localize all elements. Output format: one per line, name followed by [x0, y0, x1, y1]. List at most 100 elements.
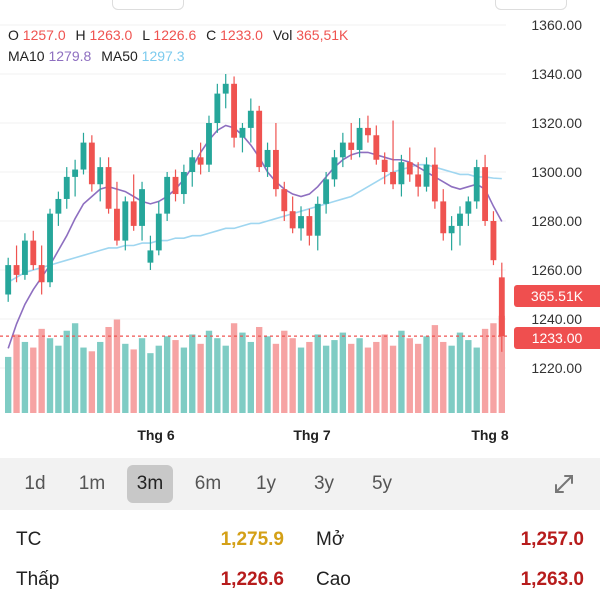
volume-bar — [431, 325, 439, 413]
ohlc-readout: O 1257.0 H 1263.0 L 1226.6 C 1233.0 Vol … — [8, 27, 354, 43]
candle-body — [331, 157, 338, 180]
y-tick-label: 1320.00 — [531, 115, 582, 131]
candle-body — [465, 201, 472, 214]
toolbar-button-right[interactable] — [495, 0, 567, 10]
price-badge: 1233.00 — [514, 327, 600, 349]
volume-bar — [465, 340, 472, 413]
volume-bar — [289, 338, 296, 413]
volume-bar — [322, 345, 330, 413]
candle-body — [339, 142, 346, 158]
candle-body — [5, 265, 12, 295]
candle-body — [172, 176, 179, 195]
candle-body — [490, 221, 497, 261]
toolbar-button[interactable] — [112, 0, 184, 10]
low-price-value: 1,226.6 — [220, 569, 284, 590]
volume-bar — [205, 330, 213, 413]
y-tick-label: 1220.00 — [531, 360, 582, 376]
range-tab-1d[interactable]: 1d — [24, 473, 46, 494]
ma10-value: 1279.8 — [48, 48, 92, 64]
candle-body — [398, 162, 405, 185]
candle-body — [239, 127, 246, 138]
candle-body — [373, 135, 380, 160]
volume-bar — [247, 341, 254, 413]
range-tab-1m[interactable]: 1m — [78, 473, 106, 494]
x-tick-label: Thg 8 — [471, 427, 509, 443]
range-tab-1y[interactable]: 1y — [255, 473, 277, 494]
candle-body — [63, 176, 70, 199]
open-label: O — [8, 27, 19, 43]
volume-bar — [389, 345, 397, 413]
volume-bar — [498, 315, 505, 413]
candle-body — [206, 123, 212, 165]
candle-body — [406, 162, 413, 175]
volume-bar — [281, 330, 288, 413]
volume-bar — [105, 326, 112, 413]
candle-body — [189, 157, 196, 172]
range-selector: 1d 1m 3m 6m 1y 3y 5y — [0, 458, 600, 510]
range-tab-3m[interactable]: 3m — [127, 465, 173, 503]
price-chart[interactable] — [0, 0, 600, 450]
volume-bar — [13, 334, 20, 413]
candle-body — [281, 189, 288, 212]
volume-bar — [38, 328, 45, 413]
candle-body — [356, 127, 363, 150]
candle-body — [415, 174, 422, 187]
ma10-label: MA10 — [8, 48, 45, 64]
candle-body — [381, 159, 388, 172]
y-tick-label: 1360.00 — [531, 17, 582, 33]
volume-bar — [423, 336, 430, 413]
range-tab-6m[interactable]: 6m — [194, 473, 222, 494]
candle-body — [289, 211, 296, 229]
candle-body — [348, 142, 355, 150]
candle-body — [139, 189, 145, 226]
volume-label: Vol — [272, 27, 293, 43]
reference-price-label: TC — [16, 529, 42, 550]
close-value: 1233.0 — [220, 27, 263, 43]
expand-icon[interactable] — [552, 472, 576, 496]
candle-body — [97, 167, 104, 185]
low-value: 1226.6 — [153, 27, 197, 43]
candle-body — [122, 201, 129, 241]
candle-body — [231, 83, 238, 138]
volume-bar — [130, 349, 137, 413]
volume-badge: 365.51K — [514, 285, 600, 307]
volume-bar — [55, 345, 62, 413]
volume-bar — [364, 347, 372, 413]
volume-bar — [46, 338, 54, 413]
volume-bar — [239, 332, 246, 413]
volume-bar — [5, 356, 12, 413]
volume-bar — [456, 332, 464, 413]
candle-body — [147, 250, 154, 263]
volume-bar — [138, 338, 146, 413]
volume-bar — [398, 330, 405, 413]
volume-bar — [331, 340, 338, 413]
range-tab-5y[interactable]: 5y — [371, 473, 393, 494]
candle-body — [88, 142, 95, 185]
candle-body — [164, 176, 171, 214]
candle-body — [214, 93, 221, 123]
volume-bar — [189, 334, 196, 413]
volume-bar — [21, 341, 29, 413]
volume-bar — [30, 347, 37, 413]
volume-bar — [414, 343, 422, 413]
candle-body — [247, 110, 254, 128]
volume-bar — [113, 319, 121, 413]
volume-bar — [381, 334, 388, 413]
chart-area[interactable]: O 1257.0 H 1263.0 L 1226.6 C 1233.0 Vol … — [0, 0, 600, 450]
candle-body — [390, 172, 396, 185]
volume-bar — [348, 343, 355, 413]
candle-body — [55, 198, 62, 214]
candle-body — [264, 149, 271, 168]
candle-body — [457, 213, 463, 226]
ma50-line — [7, 163, 502, 283]
volume-bar — [155, 345, 162, 413]
y-tick-label: 1280.00 — [531, 213, 582, 229]
x-tick-label: Thg 7 — [293, 427, 331, 443]
range-tab-3y[interactable]: 3y — [313, 473, 335, 494]
candle-body — [498, 277, 505, 337]
low-price-label: Thấp — [16, 569, 60, 590]
volume-bar — [147, 353, 154, 413]
close-label: C — [206, 27, 217, 43]
candle-body — [431, 164, 438, 202]
candle-body — [13, 265, 20, 275]
